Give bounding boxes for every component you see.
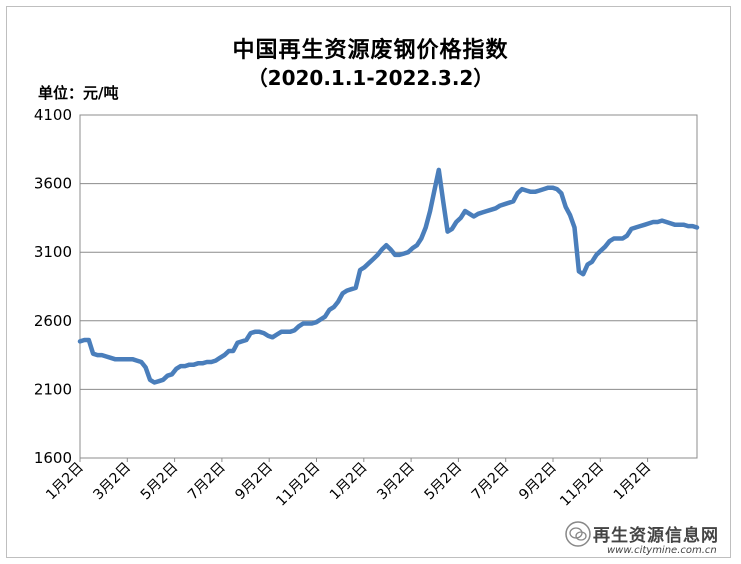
watermark-url: www.citymine.com.cn — [607, 545, 717, 556]
watermark-text: 再生资源信息网 — [593, 526, 719, 546]
x-tick-label: 9月2日 — [232, 460, 276, 504]
y-tick-label: 1600 — [34, 449, 72, 467]
x-tick-label: 9月2日 — [516, 460, 560, 504]
y-tick-label: 3100 — [34, 243, 72, 261]
x-tick-label: 11月2日 — [273, 460, 323, 510]
y-tick-label: 2600 — [34, 312, 72, 330]
y-tick-label: 2100 — [34, 380, 72, 398]
chart-subtitle: （2020.1.1-2022.3.2） — [247, 66, 494, 90]
x-tick-label: 7月2日 — [469, 460, 513, 504]
x-tick-label: 5月2日 — [138, 460, 182, 504]
x-tick-label: 1月2日 — [327, 460, 371, 504]
x-tick-label: 11月2日 — [557, 460, 607, 510]
x-tick-label: 3月2日 — [90, 460, 134, 504]
x-tick-label: 7月2日 — [185, 460, 229, 504]
x-tick-label: 5月2日 — [422, 460, 466, 504]
x-tick-label: 3月2日 — [374, 460, 418, 504]
price-index-line — [77, 167, 700, 385]
chart-title: 中国再生资源废钢价格指数 — [232, 38, 509, 63]
plot-area-border — [79, 114, 698, 459]
y-axis-unit-label: 单位：元/吨 — [38, 84, 119, 102]
x-tick-label: 1月2日 — [611, 460, 655, 504]
chart-frame — [6, 6, 731, 558]
y-tick-label: 4100 — [34, 106, 72, 124]
y-tick-label: 3600 — [34, 175, 72, 193]
watermark: 再生资源信息网 www.citymine.com.cn — [563, 517, 733, 557]
wechat-logo-icon — [565, 521, 591, 547]
